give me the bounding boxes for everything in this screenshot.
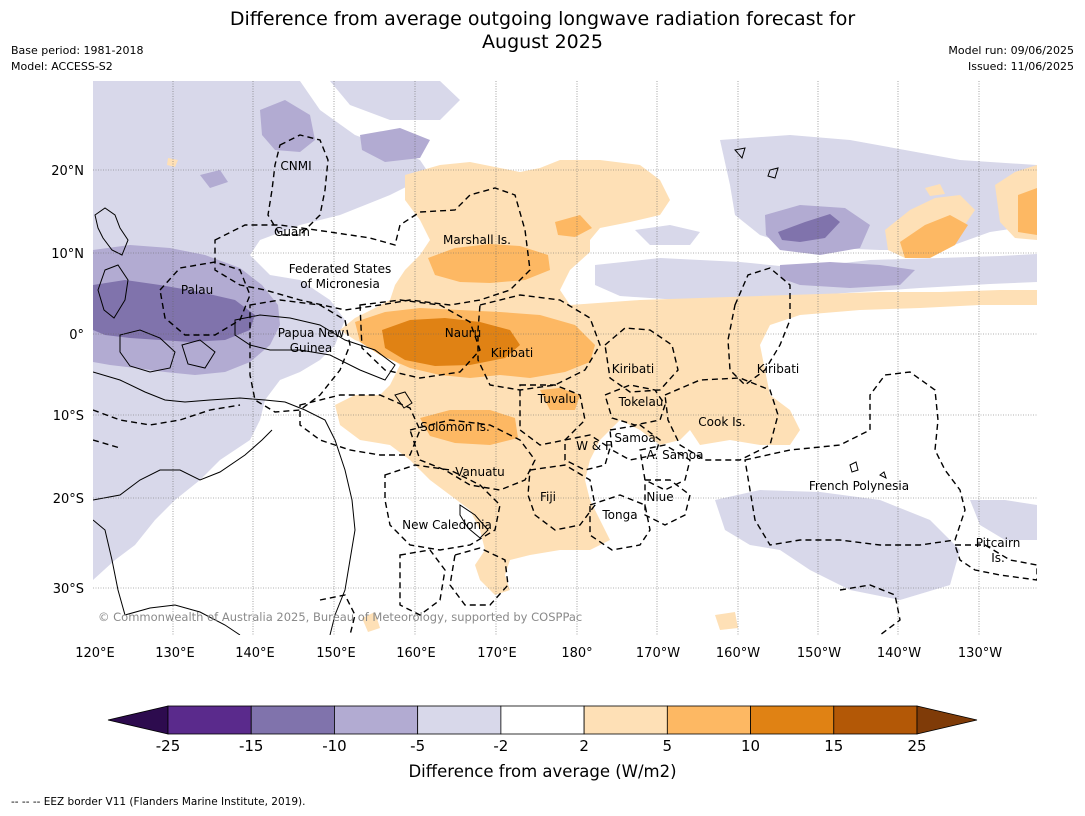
label-fsm-line2: of Micronesia	[300, 277, 380, 291]
anomaly-strong-positive	[382, 318, 520, 366]
label-new-caledonia: New Caledonia	[402, 518, 492, 532]
lon-tick: 120°E	[75, 646, 115, 661]
label-solomon-islands: Solomon Is.	[420, 420, 490, 434]
colorbar-tick-label: 25	[907, 737, 926, 755]
label-french-polynesia: French Polynesia	[809, 479, 909, 493]
colorbar-tick-label: -15	[239, 737, 264, 755]
place-labels: CNMI Guam Marshall Is. Federated States …	[181, 159, 1020, 565]
colorbar-label: Difference from average (W/m2)	[408, 762, 677, 781]
colorbar-swatch	[334, 705, 419, 735]
lat-tick: 10°S	[53, 409, 84, 424]
lat-tick: 10°N	[51, 247, 84, 262]
label-wallis-futuna: W & F	[576, 439, 612, 453]
lon-tick: 150°W	[797, 646, 841, 661]
title-line-2: August 2025	[482, 31, 603, 53]
anomaly-strong-negative	[93, 214, 840, 342]
label-fsm-line1: Federated States	[289, 262, 391, 276]
lon-tick: 130°W	[958, 646, 1002, 661]
colorbar-tick-label: 15	[824, 737, 843, 755]
colorbar-swatch	[500, 705, 585, 735]
colorbar-tick-label: -2	[493, 737, 508, 755]
lon-tick: 160°W	[716, 646, 760, 661]
label-palau: Palau	[181, 283, 213, 297]
label-samoa: Samoa	[614, 431, 655, 445]
label-kiribati-west: Kiribati	[491, 346, 533, 360]
label-pitcairn-line1: Pitcairn	[976, 536, 1021, 550]
colorbar-swatch	[417, 705, 502, 735]
lon-tick: 140°W	[877, 646, 921, 661]
lon-tick: 150°E	[316, 646, 356, 661]
label-cnmi: CNMI	[280, 159, 311, 173]
label-tuvalu: Tuvalu	[537, 392, 577, 406]
metadata-left: Base period: 1981-2018 Model: ACCESS-S2	[11, 43, 143, 75]
colorbar: -25 -15 -10 -5 -2 2 5 10 15 25	[107, 705, 978, 755]
model-name: Model: ACCESS-S2	[11, 60, 113, 73]
colorbar-extend-low	[107, 705, 169, 735]
label-png-line1: Papua New	[278, 326, 345, 340]
colorbar-swatch	[250, 705, 335, 735]
label-fiji: Fiji	[540, 490, 556, 504]
lat-tick: 30°S	[53, 582, 84, 597]
base-period: Base period: 1981-2018	[11, 44, 144, 57]
longitude-axis: 120°E 130°E 140°E 150°E 160°E 170°E 180°…	[75, 646, 1002, 661]
title-line-1: Difference from average outgoing longwav…	[229, 8, 856, 30]
copyright-notice: © Commonwealth of Australia 2025, Bureau…	[98, 610, 582, 624]
colorbar-swatch	[666, 705, 751, 735]
lon-tick: 180°	[561, 646, 592, 661]
map-plot-area: © Commonwealth of Australia 2025, Bureau…	[93, 81, 1037, 635]
label-niue: Niue	[646, 490, 673, 504]
colorbar-swatch	[583, 705, 668, 735]
label-png-line2: Guinea	[290, 341, 333, 355]
issued-date: Issued: 11/06/2025	[967, 60, 1074, 73]
lat-tick: 20°S	[53, 492, 84, 507]
label-kiribati-central: Kiribati	[612, 362, 654, 376]
latitude-axis: 20°N 10°N 0° 10°S 20°S 30°S	[51, 164, 84, 597]
lon-tick: 160°E	[396, 646, 436, 661]
colorbar-swatch	[833, 705, 918, 735]
label-cook-islands: Cook Is.	[698, 415, 745, 429]
label-tokelau: Tokelau	[618, 395, 664, 409]
lon-tick: 130°E	[155, 646, 195, 661]
colorbar-swatch	[167, 705, 252, 735]
label-pitcairn-line2: Is.	[991, 551, 1005, 565]
eez-legend-note: -- -- -- EEZ border V11 (Flanders Marine…	[11, 796, 306, 808]
label-nauru: Nauru	[445, 326, 481, 340]
label-guam: Guam	[274, 225, 310, 239]
model-run: Model run: 09/06/2025	[948, 44, 1074, 57]
colorbar-extend-high	[916, 705, 978, 735]
colorbar-tick-label: 2	[579, 737, 589, 755]
colorbar-swatch	[750, 705, 835, 735]
colorbar-tick-label: 10	[741, 737, 760, 755]
label-american-samoa: A. Samoa	[647, 448, 704, 462]
lon-tick: 170°E	[477, 646, 517, 661]
metadata-right: Model run: 09/06/2025 Issued: 11/06/2025	[948, 43, 1074, 75]
coastlines	[93, 147, 887, 635]
lat-tick: 0°	[69, 328, 84, 343]
label-tonga: Tonga	[601, 508, 637, 522]
lon-tick: 170°W	[636, 646, 680, 661]
label-kiribati-east: Kiribati	[757, 362, 799, 376]
lon-tick: 140°E	[235, 646, 275, 661]
label-vanuatu: Vanuatu	[455, 465, 505, 479]
colorbar-tick-label: -10	[322, 737, 347, 755]
colorbar-tick-label: -25	[156, 737, 181, 755]
colorbar-tick-label: 5	[663, 737, 673, 755]
colorbar-tick-label: -5	[410, 737, 425, 755]
map-title: Difference from average outgoing longwav…	[0, 8, 1085, 54]
eez-borders	[93, 134, 1037, 635]
lat-tick: 20°N	[51, 164, 84, 179]
label-marshall-islands: Marshall Is.	[443, 233, 511, 247]
